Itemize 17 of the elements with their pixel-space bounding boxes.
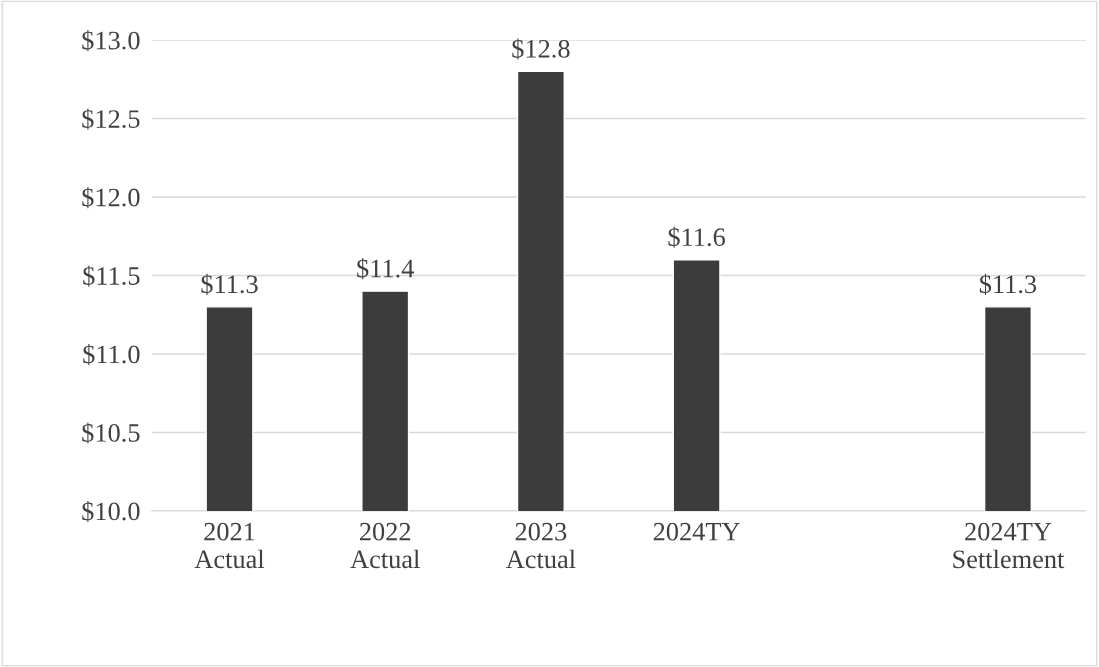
data-label: $11.4: [357, 258, 414, 280]
y-tick-label: $11.0: [83, 344, 140, 366]
y-tick-label: $11.5: [83, 265, 140, 287]
y-tick-label: $10.5: [82, 422, 140, 444]
y-tick-label: $12.0: [82, 187, 140, 209]
y-tick-label: $10.0: [82, 500, 140, 523]
x-tick-label: 2021 Actual: [194, 522, 265, 569]
x-tick-label: 2024TY: [653, 522, 740, 541]
data-label: $11.3: [979, 273, 1037, 295]
y-tick-label: $13.0: [82, 30, 140, 52]
data-label: $11.6: [668, 226, 725, 248]
data-label: $11.3: [201, 273, 258, 295]
x-tick-label: 2022 Actual: [350, 522, 420, 569]
y-tick-label: $12.5: [82, 108, 140, 130]
x-tick-label: 2023 Actual: [505, 522, 576, 569]
x-tick-label: 2024TY Settlement: [953, 522, 1065, 569]
data-label: $12.8: [512, 38, 570, 60]
